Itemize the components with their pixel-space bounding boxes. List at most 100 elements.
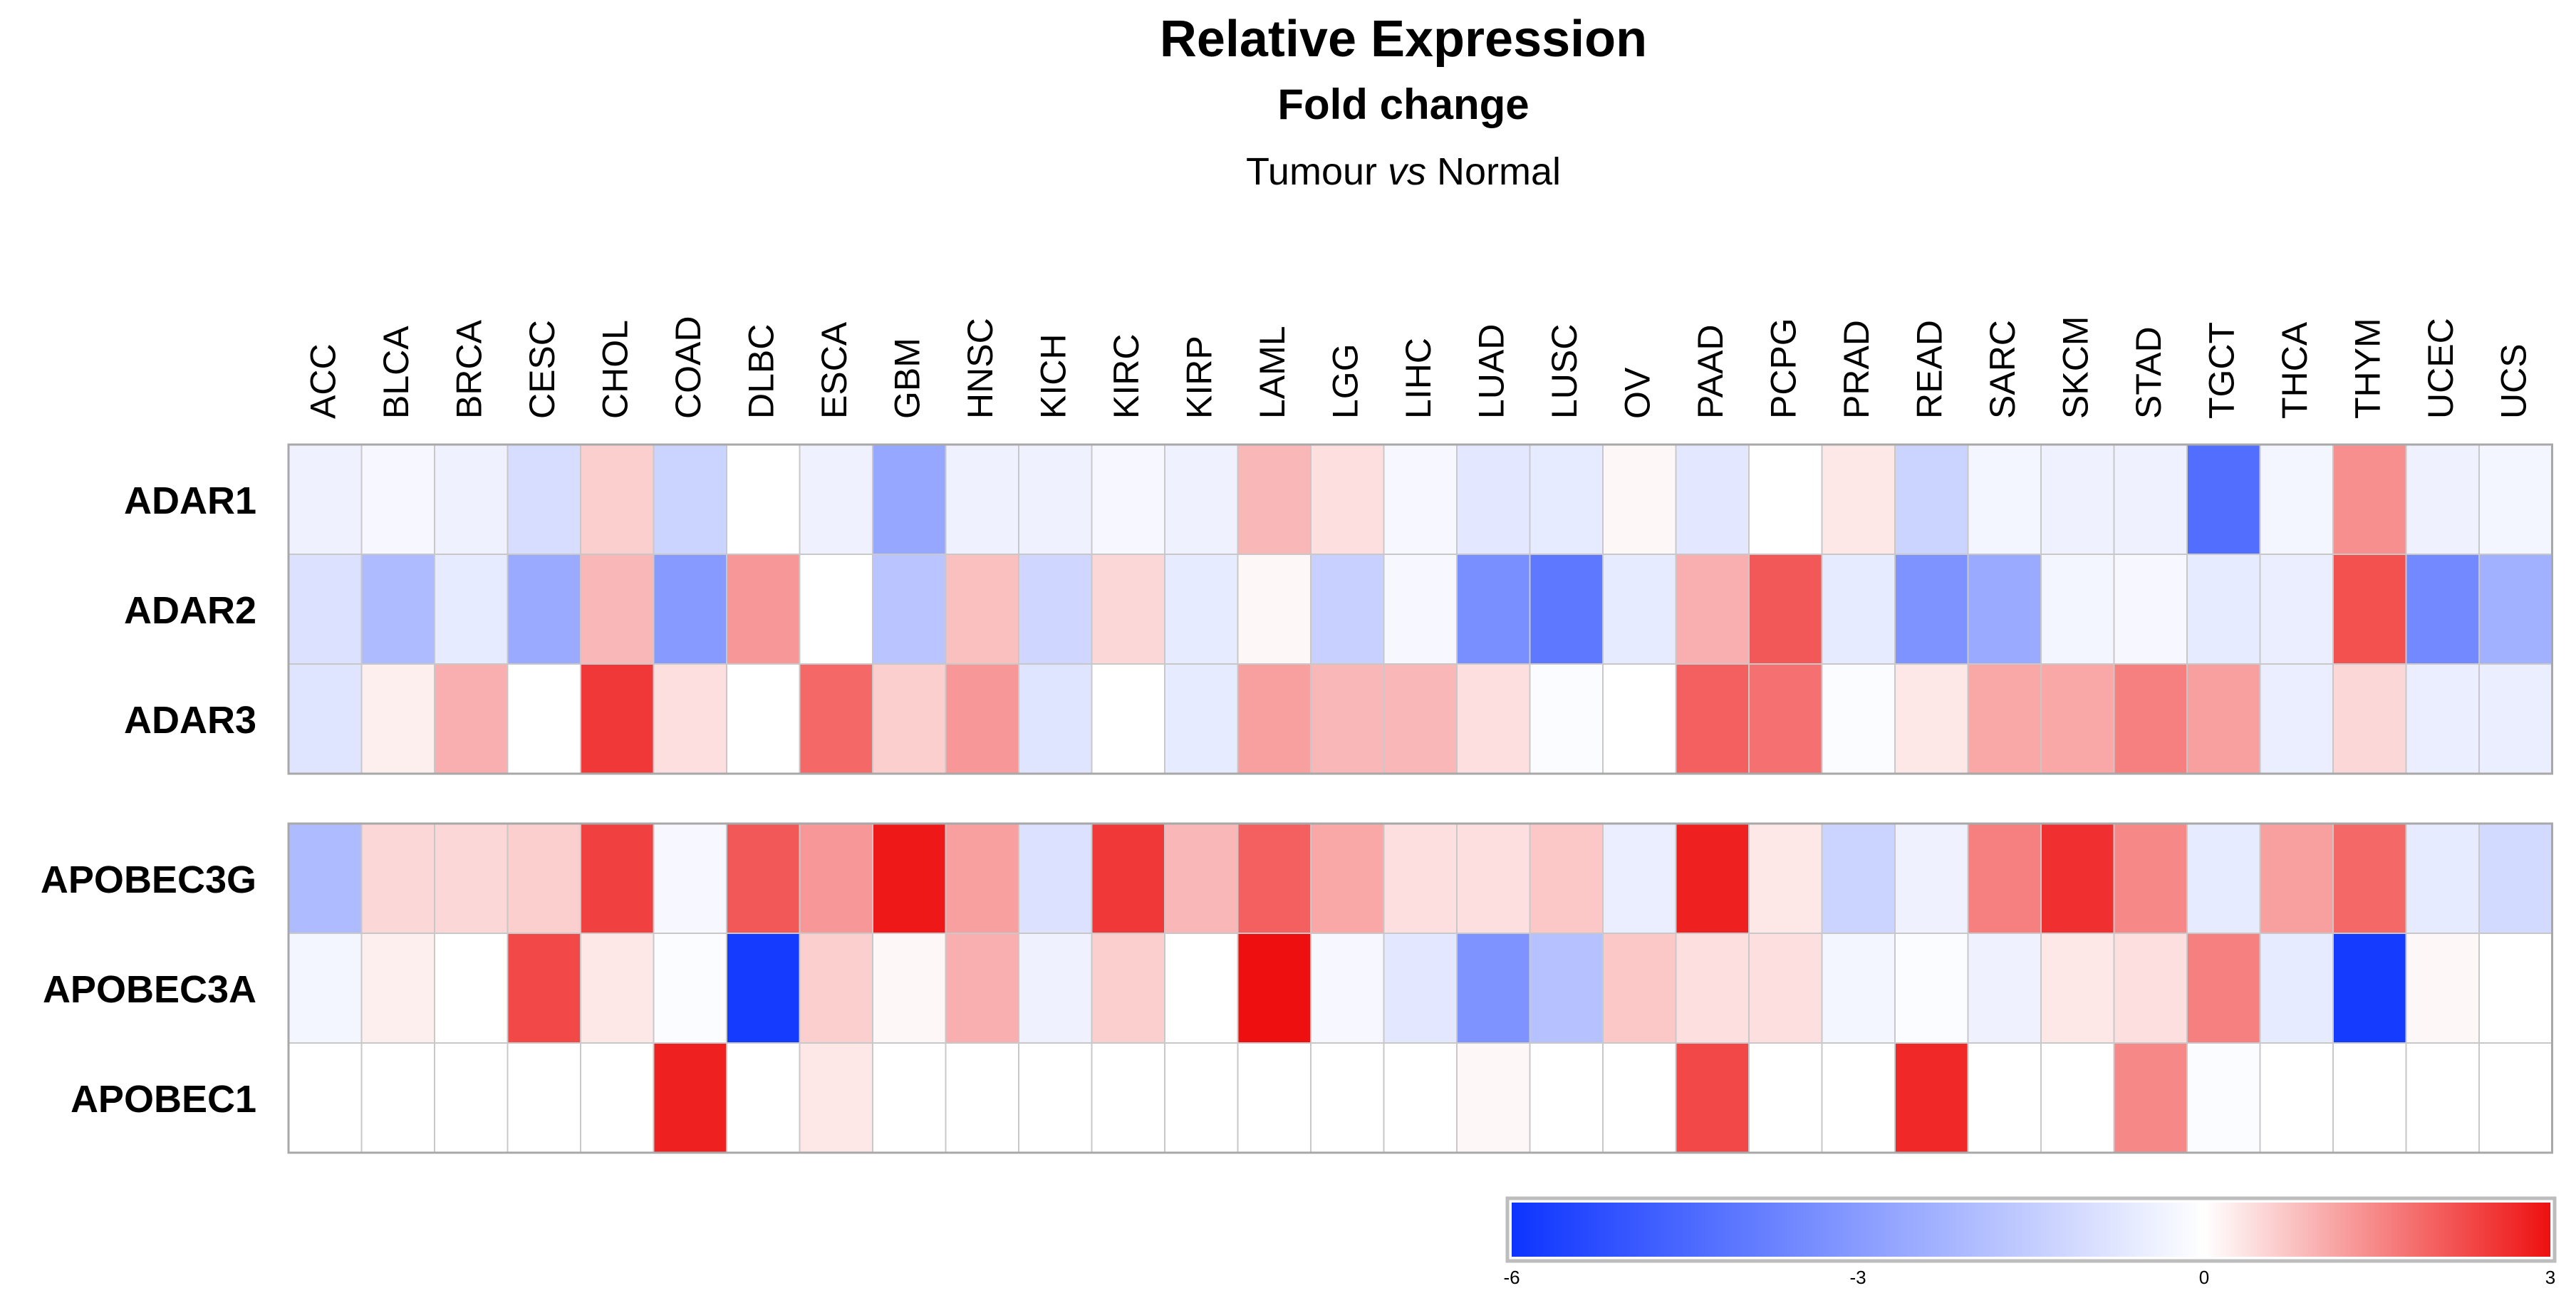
group-border	[287, 443, 2553, 775]
cell-adar3-ucec	[2405, 663, 2480, 774]
cell-apobec1-lihc	[1383, 1042, 1458, 1153]
cell-adar3-kich	[1018, 663, 1093, 774]
cell-apobec3g-paad	[1675, 823, 1750, 934]
cell-apobec3g-thym	[2332, 823, 2407, 934]
cell-adar3-gbm	[872, 663, 947, 774]
cell-apobec1-lgg	[1310, 1042, 1385, 1153]
cell-apobec1-acc	[288, 1042, 363, 1153]
cell-adar3-read	[1894, 663, 1969, 774]
cell-apobec3a-kich	[1018, 933, 1093, 1044]
comparison-suffix: Normal	[1426, 150, 1562, 193]
cell-adar2-chol	[580, 554, 655, 665]
cell-apobec3g-stad	[2113, 823, 2188, 934]
column-label-cesc: CESC	[522, 320, 562, 419]
cell-adar1-gbm	[872, 444, 947, 555]
cell-apobec3g-dlbc	[726, 823, 801, 934]
cell-apobec3g-cesc	[507, 823, 581, 934]
cell-adar2-stad	[2113, 554, 2188, 665]
cell-apobec1-stad	[2113, 1042, 2188, 1153]
cell-adar2-read	[1894, 554, 1969, 665]
cell-adar2-blca	[360, 554, 435, 665]
cell-apobec1-gbm	[872, 1042, 947, 1153]
cell-adar3-kirc	[1091, 663, 1165, 774]
cell-apobec3a-ov	[1602, 933, 1677, 1044]
cell-adar3-tgct	[2186, 663, 2261, 774]
column-label-gbm: GBM	[887, 338, 927, 419]
cell-apobec3g-blca	[360, 823, 435, 934]
cell-apobec3g-laml	[1237, 823, 1312, 934]
cell-apobec1-thca	[2259, 1042, 2334, 1153]
cell-apobec3g-ucec	[2405, 823, 2480, 934]
cell-adar3-ucs	[2478, 663, 2553, 774]
cell-apobec3g-brca	[434, 823, 509, 934]
cell-adar1-ucs	[2478, 444, 2553, 555]
column-label-kirp: KIRP	[1179, 336, 1219, 419]
cell-apobec3a-coad	[653, 933, 727, 1044]
column-label-ucs: UCS	[2493, 343, 2533, 419]
column-label-pcpg: PCPG	[1763, 318, 1803, 419]
cell-apobec1-blca	[360, 1042, 435, 1153]
cell-apobec1-kich	[1018, 1042, 1093, 1153]
cell-apobec3a-chol	[580, 933, 655, 1044]
row-label-apobec3a: APOBEC3A	[43, 968, 256, 1011]
cell-apobec1-paad	[1675, 1042, 1750, 1153]
cell-apobec3a-paad	[1675, 933, 1750, 1044]
cell-adar1-esca	[799, 444, 873, 555]
column-label-kich: KICH	[1033, 334, 1073, 419]
cell-apobec1-hnsc	[945, 1042, 1019, 1153]
cell-apobec1-ov	[1602, 1042, 1677, 1153]
cell-adar1-lihc	[1383, 444, 1458, 555]
chart-title: Relative Expression	[1159, 11, 1648, 68]
cell-adar3-esca	[799, 663, 873, 774]
cell-adar1-tgct	[2186, 444, 2261, 555]
cell-apobec1-brca	[434, 1042, 509, 1153]
cell-apobec3a-cesc	[507, 933, 581, 1044]
cell-adar2-prad	[1821, 554, 1896, 665]
cell-adar1-lgg	[1310, 444, 1385, 555]
cell-adar3-lgg	[1310, 663, 1385, 774]
cell-apobec1-kirc	[1091, 1042, 1165, 1153]
column-label-thym: THYM	[2347, 318, 2387, 419]
column-label-coad: COAD	[668, 316, 708, 419]
cell-apobec3a-read	[1894, 933, 1969, 1044]
cell-adar1-kirc	[1091, 444, 1165, 555]
column-label-kirc: KIRC	[1106, 334, 1146, 419]
cell-apobec1-ucec	[2405, 1042, 2480, 1153]
cell-apobec1-read	[1894, 1042, 1969, 1153]
cell-apobec3a-brca	[434, 933, 509, 1044]
cell-apobec3a-gbm	[872, 933, 947, 1044]
cell-adar1-thym	[2332, 444, 2407, 555]
cell-apobec3g-ucs	[2478, 823, 2553, 934]
cell-apobec3g-lgg	[1310, 823, 1385, 934]
cell-adar3-chol	[580, 663, 655, 774]
cell-adar2-sarc	[1967, 554, 2042, 665]
column-label-lihc: LIHC	[1398, 338, 1438, 419]
comparison-vs: vs	[1388, 150, 1426, 193]
cell-adar1-coad	[653, 444, 727, 555]
cell-adar1-brca	[434, 444, 509, 555]
cell-adar3-dlbc	[726, 663, 801, 774]
cell-apobec3g-coad	[653, 823, 727, 934]
cell-adar3-prad	[1821, 663, 1896, 774]
cell-adar2-ucs	[2478, 554, 2553, 665]
column-label-read: READ	[1909, 320, 1949, 419]
row-label-apobec1: APOBEC1	[71, 1078, 256, 1121]
column-label-esca: ESCA	[814, 321, 854, 419]
row-label-apobec3g: APOBEC3G	[41, 858, 256, 901]
column-label-paad: PAAD	[1690, 325, 1730, 419]
cell-apobec1-luad	[1456, 1042, 1531, 1153]
cell-adar3-thca	[2259, 663, 2334, 774]
column-label-acc: ACC	[303, 343, 343, 419]
column-label-lusc: LUSC	[1544, 324, 1584, 419]
cell-adar1-acc	[288, 444, 363, 555]
heatmap-cells	[287, 443, 2553, 1154]
column-labels: ACC BLCA BRCA CESC CHOL COAD DLBC ESCA GBM HNSC KI…	[303, 316, 2533, 419]
cell-apobec3a-esca	[799, 933, 873, 1044]
chart-subtitle: Fold change	[1277, 81, 1530, 128]
colorbar-gradient	[1512, 1203, 2550, 1257]
cell-adar2-skcm	[2040, 554, 2115, 665]
chart-comparison-label: Tumour vs Normal	[1069, 150, 1738, 194]
colorbar-frame	[1505, 1196, 2557, 1263]
row-labels: ADAR1 ADAR2 ADAR3 APOBEC3G APOBEC3A APOBEC1	[41, 479, 256, 1121]
cell-apobec3a-lgg	[1310, 933, 1385, 1044]
